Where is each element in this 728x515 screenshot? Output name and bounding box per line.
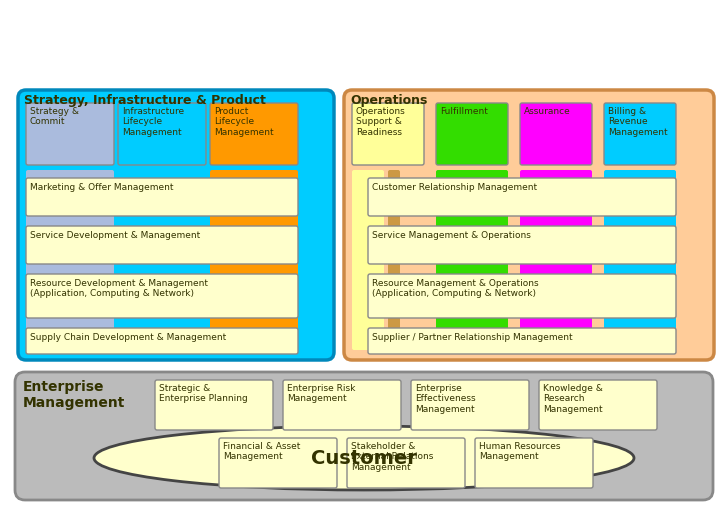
FancyBboxPatch shape xyxy=(18,90,334,360)
Text: Strategy, Infrastructure & Product: Strategy, Infrastructure & Product xyxy=(24,94,266,107)
FancyBboxPatch shape xyxy=(352,170,384,350)
Text: Enterprise Risk
Management: Enterprise Risk Management xyxy=(287,384,355,403)
Text: Operations: Operations xyxy=(350,94,427,107)
Text: Infrastructure
Lifecycle
Management: Infrastructure Lifecycle Management xyxy=(122,107,184,137)
Text: Billing &
Revenue
Management: Billing & Revenue Management xyxy=(608,107,668,137)
FancyBboxPatch shape xyxy=(347,438,465,488)
FancyBboxPatch shape xyxy=(475,438,593,488)
FancyBboxPatch shape xyxy=(155,380,273,430)
Text: Human Resources
Management: Human Resources Management xyxy=(479,442,561,461)
FancyBboxPatch shape xyxy=(604,103,676,165)
FancyBboxPatch shape xyxy=(210,103,298,165)
FancyBboxPatch shape xyxy=(436,170,508,350)
Ellipse shape xyxy=(94,426,634,490)
FancyBboxPatch shape xyxy=(520,103,592,165)
Text: Service Management & Operations: Service Management & Operations xyxy=(372,231,531,240)
Text: Fulfillment: Fulfillment xyxy=(440,107,488,116)
FancyBboxPatch shape xyxy=(352,103,424,165)
FancyBboxPatch shape xyxy=(344,90,714,360)
FancyBboxPatch shape xyxy=(368,274,676,318)
Text: Service Development & Management: Service Development & Management xyxy=(30,231,200,240)
FancyBboxPatch shape xyxy=(26,226,298,264)
Text: Product
Lifecycle
Management: Product Lifecycle Management xyxy=(214,107,274,137)
FancyBboxPatch shape xyxy=(118,170,206,350)
FancyBboxPatch shape xyxy=(219,438,337,488)
FancyBboxPatch shape xyxy=(15,372,713,500)
FancyBboxPatch shape xyxy=(368,226,676,264)
Text: Strategic &
Enterprise Planning: Strategic & Enterprise Planning xyxy=(159,384,248,403)
Text: Operations
Support &
Readiness: Operations Support & Readiness xyxy=(356,107,405,137)
Text: Enterprise
Effectiveness
Management: Enterprise Effectiveness Management xyxy=(415,384,475,414)
Text: Customer: Customer xyxy=(311,449,417,468)
Text: Enterprise
Management: Enterprise Management xyxy=(23,380,125,410)
FancyBboxPatch shape xyxy=(26,170,114,350)
FancyBboxPatch shape xyxy=(388,170,400,350)
Text: Strategy &
Commit: Strategy & Commit xyxy=(30,107,79,126)
FancyBboxPatch shape xyxy=(368,328,676,354)
FancyBboxPatch shape xyxy=(118,103,206,165)
Text: Resource Management & Operations
(Application, Computing & Network): Resource Management & Operations (Applic… xyxy=(372,279,539,298)
FancyBboxPatch shape xyxy=(520,170,592,350)
FancyBboxPatch shape xyxy=(26,274,298,318)
Text: Customer Relationship Management: Customer Relationship Management xyxy=(372,183,537,192)
Text: Financial & Asset
Management: Financial & Asset Management xyxy=(223,442,301,461)
FancyBboxPatch shape xyxy=(436,103,508,165)
FancyBboxPatch shape xyxy=(26,178,298,216)
Text: Resource Development & Management
(Application, Computing & Network): Resource Development & Management (Appli… xyxy=(30,279,208,298)
FancyBboxPatch shape xyxy=(210,170,298,350)
Text: Supplier / Partner Relationship Management: Supplier / Partner Relationship Manageme… xyxy=(372,333,573,342)
Text: Knowledge &
Research
Management: Knowledge & Research Management xyxy=(543,384,603,414)
FancyBboxPatch shape xyxy=(26,103,114,165)
Text: Stakeholder &
External Relations
Management: Stakeholder & External Relations Managem… xyxy=(351,442,433,472)
Text: Assurance: Assurance xyxy=(524,107,571,116)
FancyBboxPatch shape xyxy=(411,380,529,430)
FancyBboxPatch shape xyxy=(368,178,676,216)
FancyBboxPatch shape xyxy=(604,170,676,350)
Text: Marketing & Offer Management: Marketing & Offer Management xyxy=(30,183,173,192)
Text: Supply Chain Development & Management: Supply Chain Development & Management xyxy=(30,333,226,342)
FancyBboxPatch shape xyxy=(539,380,657,430)
FancyBboxPatch shape xyxy=(26,328,298,354)
FancyBboxPatch shape xyxy=(283,380,401,430)
